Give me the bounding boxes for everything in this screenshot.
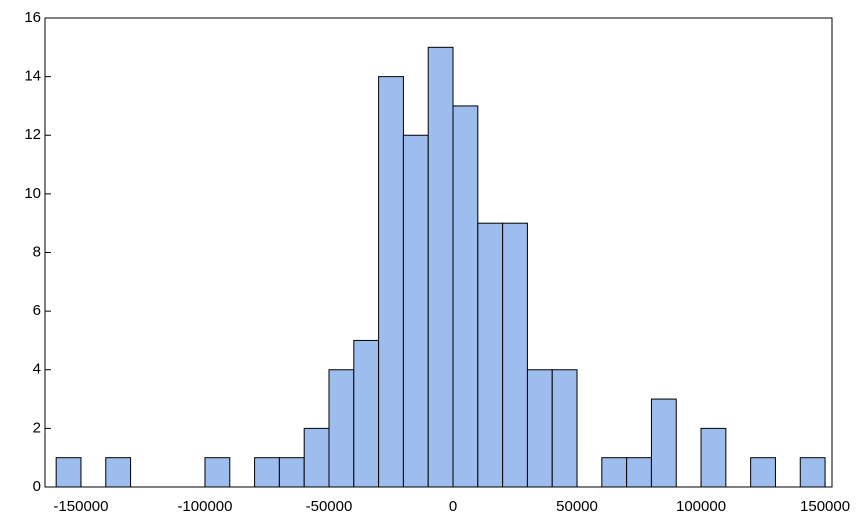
bar	[477, 222, 504, 488]
x-tick-label: 50000	[556, 498, 598, 515]
y-tick-label: 8	[33, 243, 41, 260]
bar	[750, 457, 776, 488]
x-tick-label: -100000	[177, 498, 232, 515]
bar	[378, 76, 404, 488]
x-tick-label: 0	[449, 498, 457, 515]
y-tick-label: 10	[24, 185, 41, 202]
bar	[402, 134, 429, 488]
y-tick-label: 0	[33, 478, 41, 495]
bar	[204, 457, 231, 488]
bar	[427, 46, 454, 488]
bar	[700, 427, 727, 488]
x-tick-label: -150000	[53, 498, 108, 515]
y-tick-label: 16	[24, 9, 41, 26]
y-tick-label: 6	[33, 302, 41, 319]
x-tick-label: 100000	[676, 498, 726, 515]
bar	[278, 457, 305, 488]
bar	[254, 457, 280, 488]
x-tick-label: 150000	[800, 498, 850, 515]
bar	[55, 457, 82, 488]
bar	[551, 369, 578, 488]
y-tick-label: 14	[24, 68, 41, 85]
bar	[105, 457, 132, 488]
bar	[502, 222, 528, 488]
y-tick-label: 12	[24, 126, 41, 143]
bar	[799, 457, 826, 488]
bar	[526, 369, 553, 488]
bar	[650, 398, 677, 488]
y-tick-label: 2	[33, 419, 41, 436]
y-tick-label: 4	[33, 361, 41, 378]
bar	[353, 339, 380, 488]
bar	[328, 369, 355, 488]
bar	[303, 427, 330, 488]
bar	[452, 105, 479, 488]
bar	[601, 457, 628, 488]
bar	[626, 457, 652, 488]
x-tick-label: -50000	[306, 498, 353, 515]
